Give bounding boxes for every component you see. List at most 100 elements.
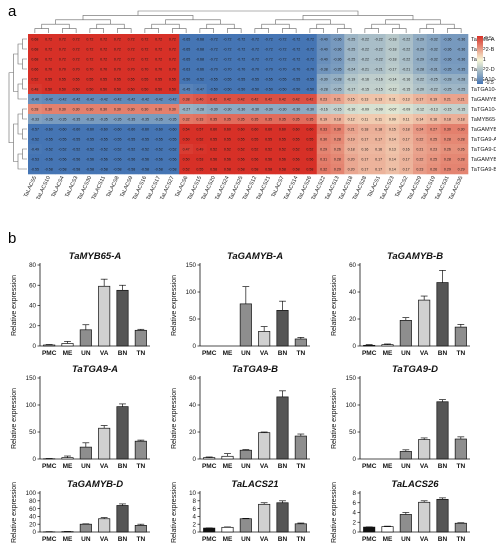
heatmap-cell (41, 44, 56, 55)
heatmap-cell-value: 0.40 (196, 98, 203, 102)
heatmap-cell (289, 94, 304, 105)
heatmap-cell-value: -0.70 (251, 68, 259, 72)
heatmap-cell-value: -0.55 (306, 78, 314, 82)
heatmap-cell (440, 154, 455, 165)
heatmap-cell-value: 0.50 (169, 88, 176, 92)
heatmap-cell (289, 124, 304, 135)
x-tick-label: UN (401, 536, 411, 543)
heatmap-cell-value: -0.55 (127, 138, 135, 142)
heatmap-column-label: TaLACS4 (51, 175, 66, 198)
heatmap-cell (206, 104, 221, 115)
y-tick-label: 50 (349, 429, 356, 436)
heatmap-cell (55, 74, 70, 85)
heatmap-cell (399, 114, 414, 125)
heatmap-cell-value: 0.23 (416, 168, 423, 172)
heatmap-cell (316, 104, 331, 115)
heatmap-cell (426, 154, 441, 165)
heatmap-cell-value: 0.42 (293, 98, 300, 102)
heatmap-cell-value: -0.13 (430, 108, 438, 112)
heatmap-cell (358, 134, 373, 145)
y-tick-label: 20 (349, 316, 356, 323)
heatmap-cell-value: -0.60 (113, 128, 121, 132)
heatmap-cell-value: -0.65 (182, 48, 190, 52)
bar (221, 526, 234, 533)
heatmap-cell-value: 0.28 (444, 158, 451, 162)
x-tick-label: UN (81, 536, 91, 543)
heatmap-cell (330, 34, 345, 45)
x-tick-label: PMC (42, 350, 57, 357)
heatmap-cell (179, 74, 194, 85)
heatmap-cell (303, 54, 318, 65)
heatmap-cell-value: -0.35 (72, 118, 80, 122)
heatmap-cell (440, 54, 455, 65)
heatmap-cell (413, 34, 428, 45)
heatmap-cell-value: -0.20 (416, 88, 424, 92)
heatmap-cell-value: 0.55 (224, 138, 231, 142)
heatmap-cell (28, 54, 43, 65)
heatmap-cell (426, 164, 441, 175)
heatmap-cell-value: -0.70 (223, 68, 231, 72)
heatmap-cell-value: -0.52 (113, 148, 121, 152)
heatmap-cell-value: -0.55 (237, 78, 245, 82)
heatmap-cell (179, 114, 194, 125)
heatmap-cell-value: 0.15 (389, 128, 396, 132)
heatmap-cell (138, 134, 153, 145)
heatmap-cell-value: 0.25 (430, 138, 437, 142)
heatmap-cell (220, 54, 235, 65)
y-axis-label: Relative expression (331, 388, 338, 449)
heatmap-cell-value: 0.32 (183, 118, 190, 122)
heatmap-cell-value: 0.35 (224, 118, 231, 122)
heatmap-cell (303, 114, 318, 125)
heatmap-cell (165, 114, 180, 125)
dendrogram-branch (117, 28, 132, 33)
heatmap-cell (399, 74, 414, 85)
bar (381, 344, 394, 347)
heatmap-cell (275, 124, 290, 135)
x-tick-label: PMC (362, 350, 377, 357)
dendrogram-branch (22, 38, 27, 50)
heatmap-cell (234, 134, 249, 145)
heatmap-cell (330, 94, 345, 105)
heatmap-cell-value: 0.35 (210, 118, 217, 122)
heatmap-cell-value: -0.72 (210, 58, 218, 62)
heatmap-cell-value: 0.20 (348, 168, 355, 172)
heatmap-cell (330, 124, 345, 135)
column-dendrogram (34, 10, 462, 33)
heatmap-cell-value: -0.24 (347, 68, 355, 72)
dendrogram-branch (316, 23, 345, 29)
heatmap-cell-value: 0.72 (114, 38, 121, 42)
heatmap-cell (440, 144, 455, 155)
heatmap-cell (399, 164, 414, 175)
heatmap-cell (193, 74, 208, 85)
heatmap-cell (358, 114, 373, 125)
heatmap-cell-value: -0.28 (416, 68, 424, 72)
dendrogram-branch (62, 28, 77, 33)
heatmap-cell (358, 104, 373, 115)
y-tick-label: 80 (29, 498, 36, 505)
heatmap-cell (316, 144, 331, 155)
heatmap-cell (179, 144, 194, 155)
heatmap-cell-value: -0.30 (278, 108, 286, 112)
heatmap-cell-value: 0.28 (458, 158, 465, 162)
heatmap-cell-value: 0.55 (114, 78, 121, 82)
heatmap-cell-value: -0.55 (265, 78, 273, 82)
heatmap-cell (83, 144, 98, 155)
heatmap-cell-value: 0.60 (251, 128, 258, 132)
bar (363, 526, 376, 533)
y-tick-label: 80 (29, 262, 36, 269)
heatmap-cell-value: 0.72 (169, 58, 176, 62)
heatmap-cell (124, 44, 139, 55)
heatmap-cell-value: 0.32 (320, 168, 327, 172)
heatmap-cell-value: -0.72 (292, 48, 300, 52)
heatmap-cell-value: -0.52 (141, 148, 149, 152)
heatmap-cell (454, 154, 469, 165)
heatmap-cell (193, 144, 208, 155)
heatmap-cell-value: 0.42 (279, 98, 286, 102)
heatmap-cell-value: 0.72 (45, 48, 52, 52)
x-tick-label: VA (100, 350, 109, 357)
dendrogram-branch (22, 58, 27, 70)
heatmap-cell (440, 164, 455, 175)
heatmap-cell (426, 54, 441, 65)
x-tick-label: UN (81, 350, 91, 357)
heatmap-cell-value: -0.35 (457, 68, 465, 72)
